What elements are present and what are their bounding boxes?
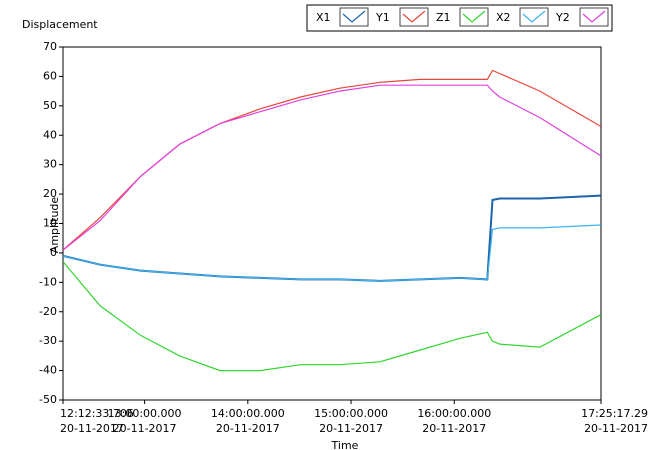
y-tick-label: 20 (43, 187, 57, 200)
x-tick-label: 17:25:17.29 (581, 407, 648, 420)
legend-swatch (519, 7, 549, 27)
x-tick-label: 14:00:00.000 (211, 407, 285, 420)
y-tick-label: 50 (43, 99, 57, 112)
legend-swatch (579, 7, 609, 27)
x-tick-label: 13:00:00.000 (108, 407, 182, 420)
x-tick-date: 20-11-2017 (60, 422, 124, 435)
legend-line (582, 10, 606, 23)
x-tick-date: 20-11-2017 (113, 422, 177, 435)
line-series (62, 69, 602, 251)
x-axis-label: Time (331, 439, 359, 450)
y-tick-label: -20 (39, 305, 57, 318)
line-series (62, 194, 601, 282)
legend-label: Y1 (375, 11, 390, 24)
plot-area (62, 46, 602, 401)
legend-label: Y2 (555, 11, 570, 24)
legend-label: X1 (316, 11, 331, 24)
y-tick-label: 40 (43, 128, 57, 141)
y-tick-label: 0 (50, 246, 57, 259)
legend-swatch (339, 7, 369, 27)
legend-line (522, 10, 546, 23)
x-tick-label: 12:12:33.706 (60, 407, 134, 420)
legend-label: X2 (496, 11, 511, 24)
legend-swatch (459, 7, 489, 27)
x-tick-label: 16:00:00.000 (417, 407, 491, 420)
x-tick-date: 20-11-2017 (584, 422, 648, 435)
y-axis-label: Amplitude (48, 197, 61, 254)
y-tick-label: 70 (43, 40, 57, 53)
legend-line (402, 10, 426, 23)
line-series (62, 224, 601, 282)
x-tick-label: 15:00:00.000 (314, 407, 388, 420)
y-tick-label: -10 (39, 275, 57, 288)
y-tick-label: -50 (39, 393, 57, 406)
y-tick-label: -40 (39, 364, 57, 377)
y-tick-label: 60 (43, 69, 57, 82)
line-series (62, 261, 602, 372)
y-tick-label: 30 (43, 158, 57, 171)
line-series (62, 84, 602, 251)
x-tick-date: 20-11-2017 (319, 422, 383, 435)
legend-line (342, 10, 366, 23)
x-tick-date: 20-11-2017 (216, 422, 280, 435)
legend-label: Z1 (436, 11, 451, 24)
y-tick-label: -30 (39, 334, 57, 347)
legend-swatch (399, 7, 429, 27)
legend-line (462, 10, 486, 23)
chart-title: Displacement (22, 18, 98, 31)
x-tick-date: 20-11-2017 (422, 422, 486, 435)
y-tick-label: 10 (43, 217, 57, 230)
